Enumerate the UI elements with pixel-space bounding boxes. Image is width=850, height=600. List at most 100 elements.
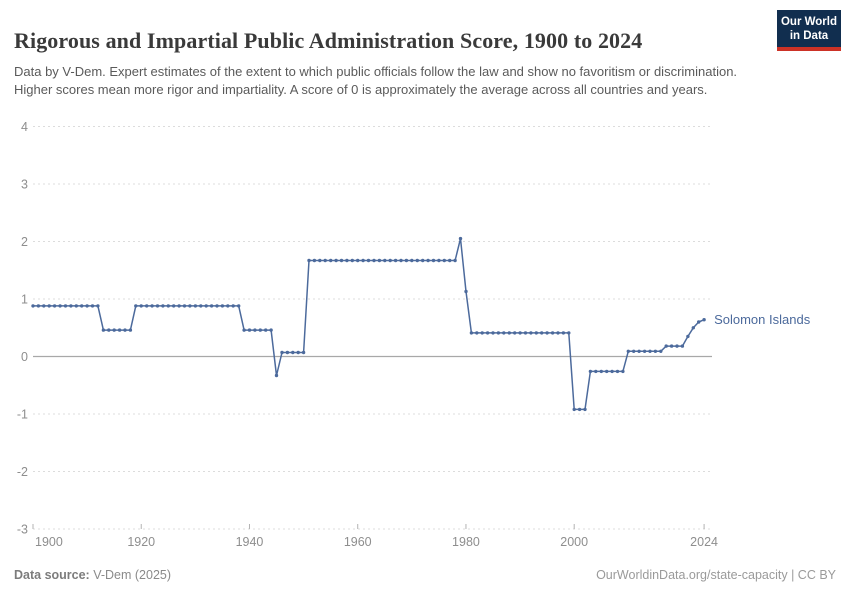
x-tick-label: 1960 <box>344 535 372 549</box>
data-point <box>199 304 203 308</box>
data-point <box>188 304 192 308</box>
data-point <box>642 349 647 353</box>
data-point <box>237 304 241 308</box>
data-point <box>285 350 290 355</box>
data-point <box>182 304 187 308</box>
chart-footer: Data source: V-Dem (2025) OurWorldinData… <box>14 568 836 582</box>
data-point <box>610 369 614 374</box>
data-point <box>561 331 566 335</box>
data-point <box>372 258 376 263</box>
data-point <box>626 349 630 353</box>
data-point <box>215 304 219 308</box>
data-point <box>247 328 252 332</box>
y-axis-labels: 4 3 2 1 0 -1 -2 -3 <box>17 120 28 537</box>
data-point <box>145 304 149 308</box>
data-point <box>496 331 501 335</box>
data-point <box>301 350 306 355</box>
y-tick-label: 4 <box>21 120 28 134</box>
data-source: Data source: V-Dem (2025) <box>14 568 171 582</box>
owid-logo-line1: Our World <box>780 16 837 28</box>
data-point <box>632 349 636 353</box>
data-point <box>80 304 84 308</box>
y-tick-label: 2 <box>21 235 28 249</box>
data-point <box>269 328 273 332</box>
data-point <box>63 304 68 308</box>
x-axis: 1900 1920 1940 1960 1980 2000 2024 <box>32 524 718 549</box>
data-point <box>415 258 419 263</box>
data-point <box>361 258 365 263</box>
data-point <box>437 258 441 263</box>
y-tick-label: -3 <box>17 523 28 537</box>
data-point <box>274 373 279 378</box>
data-point <box>458 236 463 241</box>
data-point <box>31 304 35 308</box>
data-point <box>90 304 95 308</box>
data-point <box>507 331 511 335</box>
data-point <box>480 331 484 335</box>
data-point <box>615 369 620 374</box>
data-point <box>550 331 555 335</box>
y-tick-label: -2 <box>17 465 28 479</box>
data-point <box>577 407 582 412</box>
data-point <box>404 258 409 263</box>
data-point <box>567 331 571 335</box>
data-point <box>653 349 658 353</box>
data-point <box>513 331 517 335</box>
data-point <box>464 289 468 294</box>
data-point <box>242 328 246 332</box>
data-point <box>96 304 100 308</box>
data-point <box>502 331 506 335</box>
data-point <box>686 334 690 339</box>
data-point <box>350 258 354 263</box>
data-point <box>253 328 257 332</box>
y-tick-label: 3 <box>21 178 28 192</box>
data-point <box>117 328 122 332</box>
data-point <box>107 328 111 332</box>
data-point <box>399 258 403 263</box>
data-point <box>177 304 181 308</box>
data-point <box>128 328 133 332</box>
data-point <box>161 304 165 308</box>
data-point <box>588 369 593 374</box>
y-tick-label: -1 <box>17 408 28 422</box>
data-point <box>334 258 338 263</box>
data-point <box>69 304 73 308</box>
entity-label[interactable]: Solomon Islands <box>714 312 811 327</box>
data-point <box>58 304 62 308</box>
data-source-value: V-Dem (2025) <box>89 568 172 582</box>
data-point <box>264 328 268 332</box>
data-point <box>112 328 116 332</box>
data-point <box>393 258 398 263</box>
data-point <box>150 304 154 308</box>
data-point <box>291 350 295 355</box>
data-point <box>155 304 160 308</box>
data-point <box>231 304 235 308</box>
data-source-label: Data source: <box>14 568 90 582</box>
x-tick-label: 2024 <box>690 535 718 549</box>
owid-logo[interactable]: Our World in Data <box>777 10 841 51</box>
y-tick-label: 1 <box>21 293 28 307</box>
data-point <box>648 349 652 353</box>
data-point <box>209 304 214 308</box>
x-tick-label: 1980 <box>452 535 480 549</box>
data-point <box>534 331 538 335</box>
data-point <box>329 258 333 263</box>
data-point <box>74 304 79 308</box>
data-point <box>258 328 262 332</box>
data-point <box>697 320 701 324</box>
data-point <box>442 258 446 263</box>
data-point <box>52 304 57 308</box>
data-point <box>47 304 51 308</box>
x-tick-label: 2000 <box>560 535 588 549</box>
data-point <box>426 258 430 263</box>
data-point <box>583 407 587 412</box>
data-point <box>193 304 198 308</box>
data-point <box>605 369 609 374</box>
license-note[interactable]: OurWorldinData.org/state-capacity | CC B… <box>596 568 836 582</box>
data-point <box>523 331 528 335</box>
data-point <box>377 258 382 263</box>
data-point <box>280 350 284 355</box>
data-point <box>691 326 695 330</box>
data-point <box>669 344 674 348</box>
data-point <box>36 304 41 308</box>
